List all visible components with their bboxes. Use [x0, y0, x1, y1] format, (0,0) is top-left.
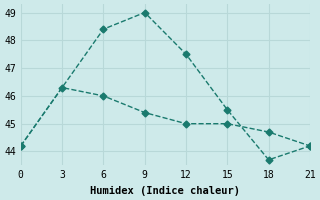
X-axis label: Humidex (Indice chaleur): Humidex (Indice chaleur) [90, 186, 240, 196]
